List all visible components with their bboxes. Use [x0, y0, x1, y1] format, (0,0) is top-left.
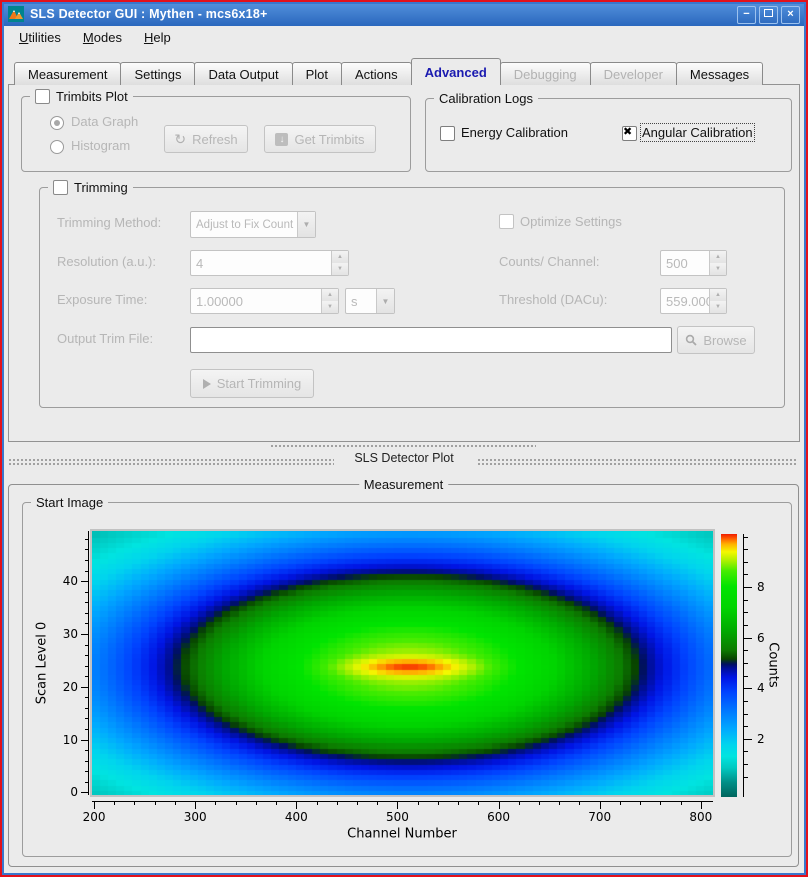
tab-measurement[interactable]: Measurement — [14, 62, 122, 85]
tab-advanced[interactable]: Advanced — [410, 58, 501, 85]
heatmap-frame — [90, 529, 715, 797]
refresh-icon: ↻ — [174, 130, 187, 147]
trimbits-plot-title: Trimbits Plot — [56, 89, 128, 104]
dock-title-texture-right — [477, 458, 797, 465]
get-trimbits-label: Get Trimbits — [294, 131, 365, 147]
calibration-logs-title: Calibration Logs — [439, 91, 533, 106]
title-bar[interactable]: SLS Detector GUI : Mythen - mcs6x18+ − × — [2, 2, 806, 26]
exposure-unit-value: s — [351, 293, 358, 309]
spinner-arrows-icon: ▲ ▼ — [709, 251, 726, 275]
counts-channel-value: 500 — [666, 255, 688, 271]
optimize-settings-checkbox — [499, 214, 514, 229]
menu-modes[interactable]: Modes — [82, 29, 122, 45]
trimming-method-value: Adjust to Fix Count Level — [196, 218, 297, 231]
minimize-button[interactable]: − — [737, 6, 756, 24]
minimize-icon: − — [743, 8, 750, 20]
trimming-group: Trimming Trimming Method: Adjust to Fix … — [39, 180, 785, 408]
window-title: SLS Detector GUI : Mythen - mcs6x18+ — [30, 7, 268, 21]
tab-messages[interactable]: Messages — [675, 62, 764, 85]
tab-developer: Developer — [589, 62, 677, 85]
spinner-arrows-icon: ▲ ▼ — [331, 251, 348, 275]
angular-calibration-checkbox[interactable] — [622, 125, 637, 141]
tab-debugging: Debugging — [499, 62, 591, 85]
menu-help[interactable]: Help — [143, 29, 171, 45]
dock-title-texture-left — [8, 458, 334, 465]
dock-title: SLS Detector Plot — [354, 451, 454, 465]
optimize-settings-label: Optimize Settings — [520, 214, 622, 229]
trimbits-plot-group: Trimbits Plot Data Graph Histogram ↻ Ref… — [21, 89, 411, 172]
start-trimming-label: Start Trimming — [216, 376, 302, 391]
app-logo-icon — [8, 6, 24, 22]
x-axis-title: Channel Number — [347, 826, 457, 842]
start-image-group: Start Image — [22, 495, 792, 857]
spinner-arrows-icon: ▲ ▼ — [709, 289, 726, 313]
data-graph-radio — [50, 116, 64, 130]
histogram-radio — [50, 140, 64, 154]
menu-utilities[interactable]: Utilities — [19, 29, 61, 45]
threshold-label: Threshold (DACu): — [499, 292, 608, 307]
trimbits-plot-checkbox[interactable] — [35, 89, 50, 104]
start-image-title: Start Image — [36, 495, 104, 510]
output-trim-file-label: Output Trim File: — [57, 331, 154, 346]
advanced-tab-panel: Trimbits Plot Data Graph Histogram ↻ Ref… — [8, 84, 800, 442]
play-icon — [202, 378, 211, 389]
browse-label: Browse — [703, 332, 747, 348]
exposure-time-label: Exposure Time: — [57, 292, 148, 307]
tab-plot[interactable]: Plot — [291, 62, 342, 85]
angular-calibration-label[interactable]: Angular Calibration — [640, 123, 755, 142]
exposure-time-spinbox: 1.00000 ▲ ▼ — [190, 288, 339, 314]
measurement-title: Measurement — [363, 477, 444, 492]
trimming-method-label: Trimming Method: — [57, 215, 162, 230]
exposure-unit-combo: s ▼ — [345, 288, 395, 314]
chevron-down-icon: ▼ — [297, 212, 315, 237]
histogram-label: Histogram — [71, 138, 131, 153]
colorbar — [721, 534, 737, 797]
output-trim-file-input[interactable] — [190, 327, 672, 353]
threshold-spinbox: 559.000 ▲ ▼ — [660, 288, 727, 314]
menu-bar: Utilities Modes Help — [4, 26, 804, 48]
colorbar-title: Counts — [765, 642, 781, 688]
close-button[interactable]: × — [781, 6, 800, 24]
threshold-value: 559.000 — [666, 293, 709, 309]
chevron-down-icon: ▼ — [376, 289, 394, 313]
trimming-title: Trimming — [74, 180, 128, 195]
y-axis-title: Scan Level 0 — [34, 621, 50, 705]
exposure-time-value: 1.00000 — [196, 293, 243, 309]
refresh-label: Refresh — [192, 131, 238, 147]
energy-calibration-checkbox[interactable] — [440, 126, 455, 141]
get-trimbits-button: ↓ Get Trimbits — [264, 125, 376, 153]
tab-data-output[interactable]: Data Output — [194, 62, 293, 85]
trimming-method-combo: Adjust to Fix Count Level ▼ — [190, 211, 316, 238]
resolution-spinbox: 4 ▲ ▼ — [190, 250, 349, 276]
counts-channel-label: Counts/ Channel: — [499, 254, 600, 269]
tab-actions[interactable]: Actions — [340, 62, 412, 85]
energy-calibration-label[interactable]: Energy Calibration — [461, 125, 568, 140]
refresh-button: ↻ Refresh — [164, 125, 248, 153]
measurement-group: Measurement — [8, 477, 799, 867]
tab-bar: Measurement Settings Data Output Plot Ac… — [14, 58, 764, 85]
resolution-value: 4 — [196, 255, 204, 271]
splitter-handle[interactable] — [270, 444, 536, 449]
magnifier-icon — [686, 334, 697, 346]
start-trimming-button: Start Trimming — [190, 369, 314, 398]
tab-settings[interactable]: Settings — [120, 62, 196, 85]
trimming-checkbox[interactable] — [53, 180, 68, 195]
counts-channel-spinbox: 500 ▲ ▼ — [660, 250, 727, 276]
calibration-logs-group: Calibration Logs Energy Calibration Angu… — [425, 91, 792, 172]
resolution-label: Resolution (a.u.): — [57, 254, 156, 269]
download-icon: ↓ — [275, 132, 289, 146]
maximize-icon — [764, 9, 773, 17]
maximize-button[interactable] — [759, 6, 778, 24]
heatmap-canvas[interactable] — [92, 531, 713, 795]
spinner-arrows-icon: ▲ ▼ — [321, 289, 338, 313]
browse-button: Browse — [677, 326, 755, 354]
close-icon: × — [787, 8, 794, 20]
data-graph-label: Data Graph — [71, 114, 139, 129]
